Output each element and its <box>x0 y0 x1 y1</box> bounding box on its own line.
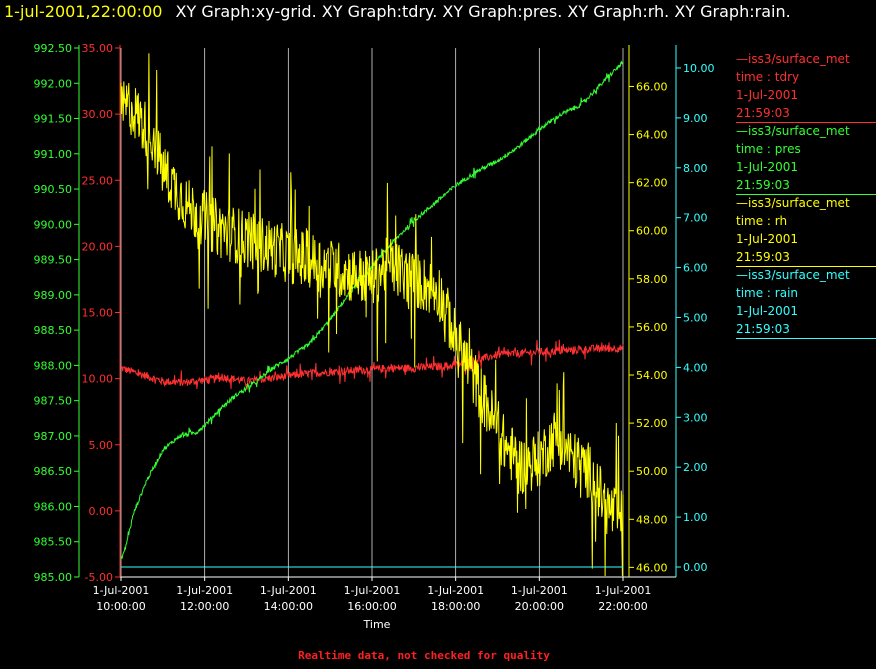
x-tick-time: 18:00:00 <box>431 600 480 613</box>
tdry-tick-label: 30.00 <box>82 108 114 121</box>
legend-label: time : pres <box>736 142 801 156</box>
rain-tick-label: 4.00 <box>683 361 708 374</box>
legend-station: —iss3/surface_met <box>736 268 850 282</box>
rh-tick-label: 46.00 <box>636 561 668 574</box>
pres-tick-label: 986.00 <box>34 500 73 513</box>
rh-tick-label: 58.00 <box>636 273 668 286</box>
pres-tick-label: 991.50 <box>34 113 73 126</box>
pres-tick-label: 988.00 <box>34 359 73 372</box>
legend-entry-rh: —iss3/surface_met time : rh 1-Jul-2001 2… <box>736 194 876 267</box>
rh-tick-label: 60.00 <box>636 225 668 238</box>
legend-time: 21:59:03 <box>736 178 790 192</box>
tdry-tick-label: 25.00 <box>82 174 114 187</box>
pres-tick-label: 990.00 <box>34 218 73 231</box>
rh-series-line <box>120 53 624 577</box>
rh-tick-label: 50.00 <box>636 465 668 478</box>
tdry-series-line <box>120 339 624 390</box>
legend-station: —iss3/surface_met <box>736 124 850 138</box>
plot-header: 1-jul-2001,22:00:00 XY Graph:xy-grid. XY… <box>4 2 791 21</box>
x-tick-time: 10:00:00 <box>96 600 145 613</box>
rh-tick-label: 52.00 <box>636 417 668 430</box>
rh-tick-label: 48.00 <box>636 513 668 526</box>
x-tick-date: 1-Jul-2001 <box>176 584 233 597</box>
x-tick-date: 1-Jul-2001 <box>260 584 317 597</box>
header-graph-titles: XY Graph:xy-grid. XY Graph:tdry. XY Grap… <box>175 2 791 21</box>
legend-date: 1-Jul-2001 <box>736 304 798 318</box>
legend-entry-pres: —iss3/surface_met time : pres 1-Jul-2001… <box>736 122 876 195</box>
legend-station: —iss3/surface_met <box>736 196 850 210</box>
legend-date: 1-Jul-2001 <box>736 88 798 102</box>
x-tick-date: 1-Jul-2001 <box>427 584 484 597</box>
tdry-tick-label: 5.00 <box>89 439 114 452</box>
pres-tick-label: 985.00 <box>34 571 73 584</box>
rain-tick-label: 9.00 <box>683 112 708 125</box>
rain-tick-label: 2.00 <box>683 461 708 474</box>
x-tick-time: 16:00:00 <box>347 600 396 613</box>
legend-entry-rain: —iss3/surface_met time : rain 1-Jul-2001… <box>736 266 876 339</box>
rain-tick-label: 6.00 <box>683 262 708 275</box>
x-tick-date: 1-Jul-2001 <box>344 584 401 597</box>
tdry-tick-label: 0.00 <box>89 505 114 518</box>
x-tick-time: 20:00:00 <box>515 600 564 613</box>
x-tick-date: 1-Jul-2001 <box>93 584 150 597</box>
rh-tick-label: 62.00 <box>636 177 668 190</box>
legend-label: time : tdry <box>736 70 800 84</box>
rain-tick-label: 1.00 <box>683 511 708 524</box>
pres-tick-label: 989.00 <box>34 289 73 302</box>
legend-label: time : rain <box>736 286 799 300</box>
tdry-tick-label: 20.00 <box>82 240 114 253</box>
tdry-tick-label: 15.00 <box>82 307 114 320</box>
rain-tick-label: 10.00 <box>683 62 715 75</box>
pres-tick-label: 992.00 <box>34 77 73 90</box>
pres-tick-label: 992.50 <box>34 42 73 55</box>
legend-date: 1-Jul-2001 <box>736 160 798 174</box>
header-timestamp: 1-jul-2001,22:00:00 <box>4 2 163 21</box>
rain-tick-label: 8.00 <box>683 162 708 175</box>
pres-tick-label: 987.50 <box>34 395 73 408</box>
rain-tick-label: 3.00 <box>683 411 708 424</box>
pres-tick-label: 991.00 <box>34 148 73 161</box>
tdry-tick-label: -5.00 <box>85 571 113 584</box>
x-tick-date: 1-Jul-2001 <box>511 584 568 597</box>
pres-tick-label: 989.50 <box>34 254 73 267</box>
rain-tick-label: 0.00 <box>683 561 708 574</box>
pres-tick-label: 988.50 <box>34 324 73 337</box>
pres-tick-label: 990.50 <box>34 183 73 196</box>
rh-tick-label: 64.00 <box>636 129 668 142</box>
legend-date: 1-Jul-2001 <box>736 232 798 246</box>
rain-tick-label: 7.00 <box>683 212 708 225</box>
pres-tick-label: 987.00 <box>34 430 73 443</box>
x-tick-time: 22:00:00 <box>598 600 647 613</box>
legend-time: 21:59:03 <box>736 106 790 120</box>
rh-tick-label: 54.00 <box>636 369 668 382</box>
rh-tick-label: 56.00 <box>636 321 668 334</box>
rain-tick-label: 5.00 <box>683 311 708 324</box>
rh-tick-label: 66.00 <box>636 80 668 93</box>
legend-station: —iss3/surface_met <box>736 52 850 66</box>
x-tick-date: 1-Jul-2001 <box>595 584 652 597</box>
tdry-tick-label: 10.00 <box>82 373 114 386</box>
x-axis-label: Time <box>363 618 391 631</box>
legend-time: 21:59:03 <box>736 322 790 336</box>
legend-entry-tdry: —iss3/surface_met time : tdry 1-Jul-2001… <box>736 50 876 123</box>
quality-note: Realtime data, not checked for quality <box>298 649 550 662</box>
pres-tick-label: 986.50 <box>34 465 73 478</box>
legend-time: 21:59:03 <box>736 250 790 264</box>
pres-tick-label: 985.50 <box>34 536 73 549</box>
x-tick-time: 12:00:00 <box>180 600 229 613</box>
x-tick-time: 14:00:00 <box>264 600 313 613</box>
tdry-tick-label: 35.00 <box>82 42 114 55</box>
legend-label: time : rh <box>736 214 788 228</box>
